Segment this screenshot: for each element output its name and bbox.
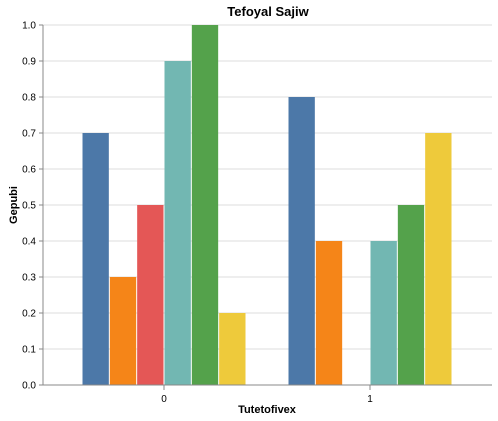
bar [82,133,109,385]
bar [370,241,397,385]
chart-title: Tefoyal Sajiw [227,4,309,19]
x-tick-label: 1 [367,394,373,405]
axes: 0.0 0.1 0.2 0.3 0.4 0.5 0.6 0.7 0.8 0.9 1.0 0 1 [22,21,492,405]
bar [288,97,315,385]
y-tick-label: 0.9 [22,57,36,68]
x-tick-label: 0 [161,394,167,405]
y-tick-label: 0.0 [22,381,36,392]
bar [164,61,191,385]
y-tick-label: 0.6 [22,165,36,176]
y-tick-label: 0.4 [22,237,36,248]
y-tick-label: 0.3 [22,273,36,284]
y-tick-label: 0.5 [22,201,36,212]
y-tick-label: 0.8 [22,93,36,104]
bar [109,277,137,385]
bar [315,241,343,385]
bar [425,133,452,385]
y-tick-label: 0.7 [22,129,36,140]
bar [191,25,219,385]
y-tick-label: 0.2 [22,309,36,320]
bar [397,205,425,385]
y-tick-label: 1.0 [22,21,36,32]
x-axis-label: Tutetofivex [238,404,297,416]
bars [82,25,452,385]
y-tick-label: 0.1 [22,345,36,356]
bar [137,205,164,385]
y-axis-label: Gepubi [8,186,20,224]
bar [219,313,246,385]
